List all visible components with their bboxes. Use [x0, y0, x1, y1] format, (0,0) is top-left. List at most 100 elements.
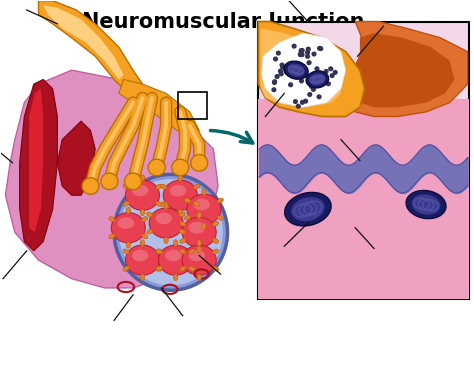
Ellipse shape	[306, 71, 328, 88]
Ellipse shape	[118, 217, 134, 229]
Circle shape	[300, 100, 305, 105]
Ellipse shape	[217, 215, 223, 220]
Ellipse shape	[109, 217, 115, 222]
Circle shape	[309, 84, 314, 89]
Circle shape	[287, 71, 292, 76]
Ellipse shape	[197, 246, 201, 253]
Circle shape	[303, 99, 308, 104]
Ellipse shape	[187, 194, 221, 224]
Ellipse shape	[158, 245, 192, 275]
Polygon shape	[119, 80, 199, 140]
Bar	[258, 22, 469, 299]
Circle shape	[298, 52, 303, 57]
Ellipse shape	[140, 209, 145, 216]
Ellipse shape	[109, 234, 115, 239]
Circle shape	[279, 71, 284, 76]
Ellipse shape	[212, 266, 219, 271]
Circle shape	[125, 173, 142, 190]
Ellipse shape	[291, 197, 325, 221]
Ellipse shape	[123, 201, 129, 206]
Circle shape	[299, 78, 304, 84]
Circle shape	[300, 48, 305, 53]
Ellipse shape	[202, 223, 206, 230]
Circle shape	[317, 46, 322, 51]
Ellipse shape	[197, 212, 201, 218]
Ellipse shape	[156, 249, 162, 254]
Ellipse shape	[212, 249, 219, 254]
Circle shape	[314, 66, 319, 71]
Ellipse shape	[217, 198, 223, 203]
Ellipse shape	[123, 266, 129, 271]
Ellipse shape	[182, 217, 216, 247]
Polygon shape	[262, 33, 346, 107]
Bar	[178, 92, 207, 119]
Circle shape	[317, 70, 322, 75]
Circle shape	[318, 46, 323, 51]
Ellipse shape	[173, 240, 178, 246]
Ellipse shape	[140, 274, 145, 280]
Circle shape	[288, 82, 293, 87]
Circle shape	[271, 87, 276, 92]
Ellipse shape	[285, 192, 331, 226]
Circle shape	[278, 68, 283, 74]
Ellipse shape	[212, 221, 219, 226]
Ellipse shape	[161, 201, 167, 206]
Ellipse shape	[184, 215, 191, 220]
Ellipse shape	[142, 217, 148, 222]
Ellipse shape	[189, 266, 195, 271]
Ellipse shape	[189, 222, 205, 234]
Ellipse shape	[156, 266, 162, 271]
Circle shape	[296, 73, 301, 78]
Ellipse shape	[193, 199, 210, 210]
Ellipse shape	[178, 175, 182, 182]
Ellipse shape	[161, 184, 167, 189]
Circle shape	[280, 64, 285, 70]
Circle shape	[307, 92, 312, 97]
Circle shape	[307, 60, 311, 65]
Circle shape	[319, 73, 325, 78]
Circle shape	[298, 52, 303, 57]
Ellipse shape	[163, 180, 197, 210]
Ellipse shape	[309, 73, 326, 86]
Circle shape	[273, 57, 278, 61]
Ellipse shape	[164, 237, 168, 243]
Ellipse shape	[189, 249, 195, 254]
Ellipse shape	[146, 212, 153, 217]
Ellipse shape	[126, 245, 159, 275]
Ellipse shape	[114, 174, 228, 290]
Ellipse shape	[126, 241, 130, 248]
Ellipse shape	[173, 274, 178, 280]
Circle shape	[299, 48, 304, 53]
Circle shape	[292, 44, 297, 49]
Ellipse shape	[202, 189, 206, 195]
Polygon shape	[43, 5, 124, 80]
Circle shape	[300, 52, 305, 57]
Ellipse shape	[142, 234, 148, 239]
Polygon shape	[29, 89, 43, 232]
Ellipse shape	[287, 64, 305, 77]
Text: Neuromuscular Junction: Neuromuscular Junction	[82, 12, 364, 32]
Ellipse shape	[189, 250, 205, 261]
Circle shape	[329, 73, 335, 78]
Ellipse shape	[180, 238, 186, 243]
Ellipse shape	[406, 190, 446, 219]
Ellipse shape	[156, 266, 162, 271]
Polygon shape	[346, 22, 468, 116]
Circle shape	[82, 178, 99, 194]
Ellipse shape	[132, 185, 148, 196]
Ellipse shape	[111, 213, 146, 243]
Polygon shape	[355, 33, 455, 107]
Ellipse shape	[180, 229, 185, 234]
Ellipse shape	[119, 179, 223, 286]
Ellipse shape	[165, 250, 182, 261]
Circle shape	[284, 70, 289, 75]
Circle shape	[272, 80, 277, 85]
Ellipse shape	[193, 201, 200, 206]
Bar	[258, 99, 469, 299]
Circle shape	[274, 74, 280, 79]
Ellipse shape	[156, 184, 162, 189]
Circle shape	[333, 70, 338, 75]
Ellipse shape	[412, 195, 440, 215]
Circle shape	[272, 79, 277, 84]
Circle shape	[326, 81, 331, 86]
